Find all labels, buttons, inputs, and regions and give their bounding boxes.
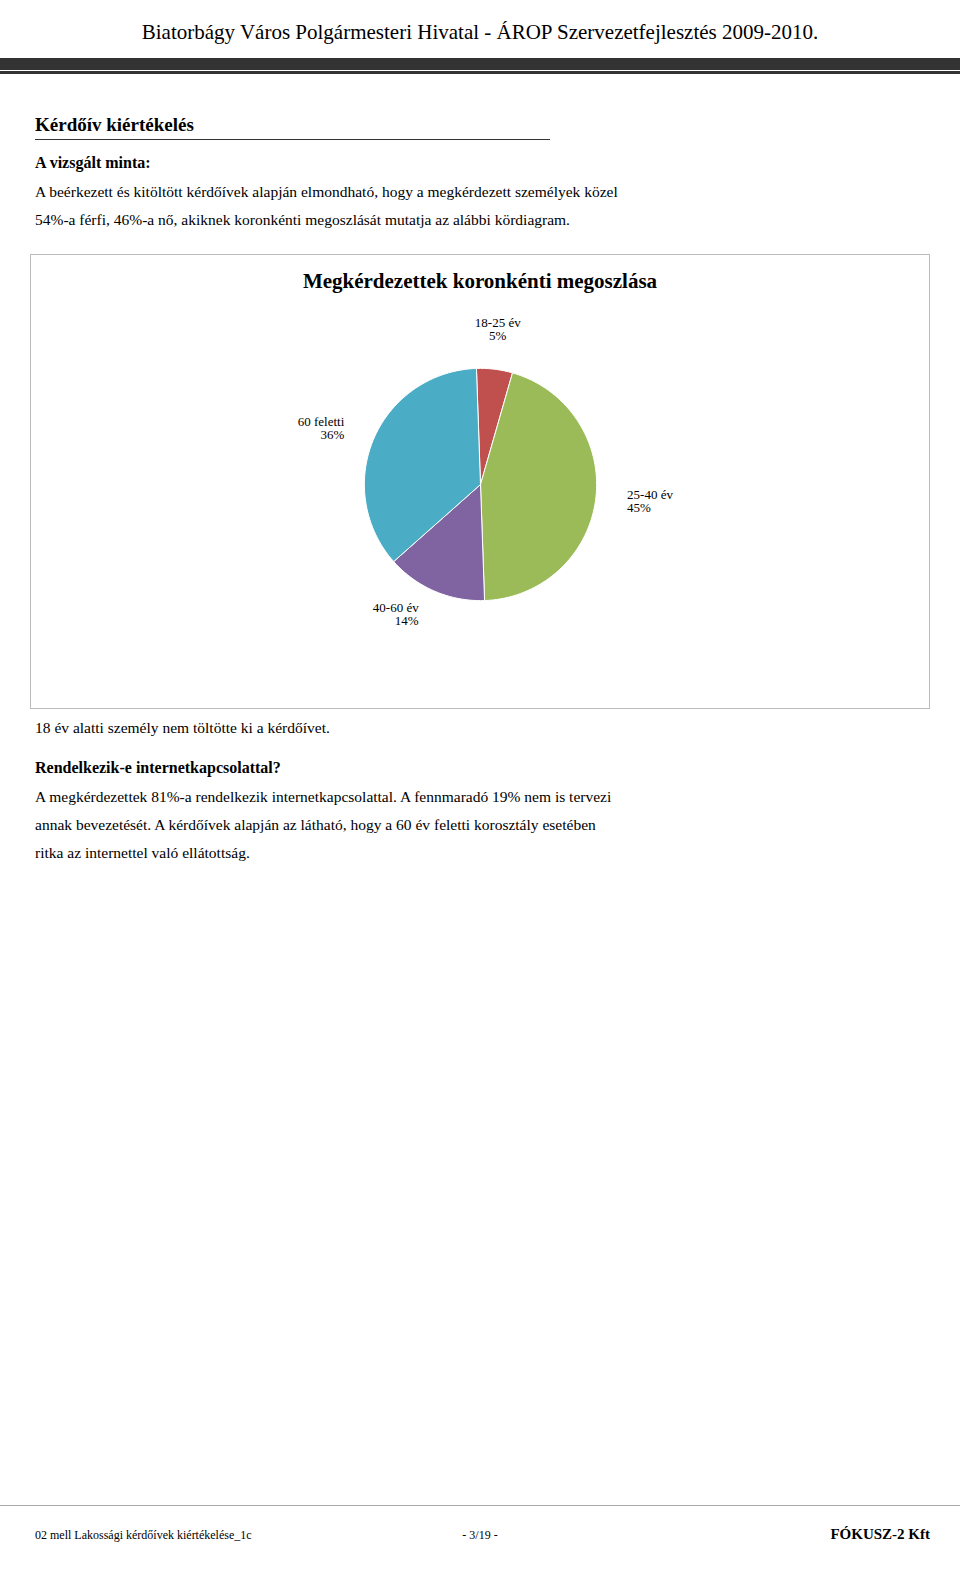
- html-text:Rendelkezik-e internetkapcsola: Rendelkezik-e internetkapcsolattal?: [35, 759, 281, 776]
- html-text:54%-a férfi, 46%-a nő, akiknek: 54%-a férfi, 46%-a nő, akiknek koronként…: [35, 211, 570, 228]
- svg-text:40-60 év14%: 40-60 év14%: [373, 600, 419, 628]
- html-text:02 mell Lakossági kérdőívek ki: 02 mell Lakossági kérdőívek kiértékelése…: [35, 1528, 252, 1542]
- html-text:Megkérdezettek koronkénti mego: Megkérdezettek koronkénti megoszlása: [302, 269, 658, 293]
- html-text:18 év alatti személy nem töltö: 18 év alatti személy nem töltötte ki a k…: [35, 719, 330, 736]
- html-text:annak bevezetését. A kérdőívek: annak bevezetését. A kérdőívek alapján a…: [35, 816, 596, 833]
- html-text:- 3/19 -: - 3/19 -: [462, 1528, 498, 1542]
- html-text:ritka az internettel való ellá: ritka az internettel való ellátottság.: [35, 844, 250, 861]
- svg-text:18-25 év5%: 18-25 év5%: [475, 315, 521, 343]
- html-text:A megkérdezettek 81%-a rendelk: A megkérdezettek 81%-a rendelkezik inter…: [35, 788, 612, 805]
- html-text:Biatorbágy Város Polgármesteri: Biatorbágy Város Polgármesteri Hivatal -…: [141, 20, 819, 44]
- html-text:FÓKUSZ-2 Kft: FÓKUSZ-2 Kft: [830, 1526, 930, 1542]
- html-text:A beérkezett és kitöltött kérd: A beérkezett és kitöltött kérdőívek alap…: [35, 183, 618, 200]
- svg-text:60 feletti36%: 60 feletti36%: [298, 414, 345, 442]
- html-text:A vizsgált minta:: A vizsgált minta:: [35, 154, 151, 171]
- svg-text:25-40 év45%: 25-40 év45%: [627, 487, 673, 515]
- html-text:Kérdőív kiértékelés: Kérdőív kiértékelés: [35, 114, 194, 135]
